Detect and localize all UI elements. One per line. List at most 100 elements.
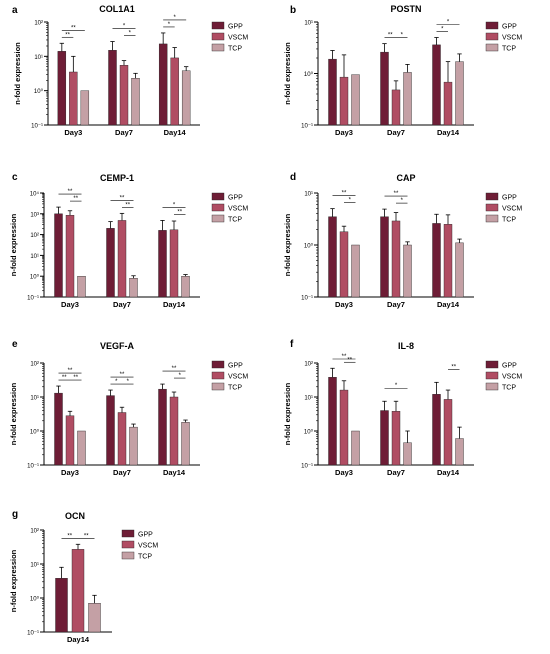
significance-label: ** <box>62 375 67 381</box>
y-axis-label: n-fold expression <box>283 213 292 276</box>
bar-vscm-day14 <box>443 81 453 126</box>
x-tick-label: Day14 <box>437 468 460 477</box>
bar-vscm-day7 <box>117 220 127 298</box>
y-tick-label: 10⁻¹ <box>27 296 39 302</box>
significance-label: ** <box>388 33 393 39</box>
significance-label: ** <box>84 533 89 539</box>
bar-vscm-day7 <box>119 65 129 126</box>
legend-label-gpp: GPP <box>502 24 517 31</box>
significance-label: ** <box>120 195 125 201</box>
y-tick-label: 10⁰ <box>30 596 40 603</box>
panel-letter: c <box>12 172 18 183</box>
x-tick-label: Day7 <box>115 128 133 137</box>
legend-swatch-tcp <box>121 551 135 560</box>
y-tick-label: 10¹ <box>30 396 39 402</box>
significance-label: ** <box>172 366 177 372</box>
legend-swatch-gpp <box>211 21 225 30</box>
panel-e: e VEGF-A n-fold expression 10⁻¹ 10⁰ 10¹ 10² Day… <box>9 339 248 477</box>
bar-gpp-day3 <box>54 392 63 466</box>
panel-title: OCN <box>65 511 85 521</box>
panel-title: IL-8 <box>398 341 414 351</box>
bar-gpp-day7 <box>106 395 115 466</box>
panel-g: g OCN n-fold expression 10⁻¹ 10⁰ 10¹ 10² Day14 *… <box>9 509 158 644</box>
y-tick-label: 10³ <box>30 212 39 218</box>
panel-letter: f <box>290 339 294 350</box>
significance-label: ** <box>68 368 73 374</box>
legend-label-tcp: TCP <box>502 217 516 224</box>
bar-gpp-day3 <box>57 51 67 126</box>
legend-swatch-gpp <box>121 529 135 538</box>
significance-label: ** <box>177 209 182 215</box>
panel-title: VEGF-A <box>100 341 135 351</box>
y-tick-label: 10² <box>30 233 39 239</box>
bar-tcp-day3 <box>77 276 86 298</box>
bar-tcp-day3 <box>351 74 360 126</box>
legend-label-vscm: VSCM <box>228 206 248 213</box>
bar-tcp-day14 <box>455 438 464 466</box>
panel-letter: b <box>290 5 296 16</box>
bar-tcp-day7 <box>131 78 140 126</box>
significance-label: * <box>447 20 450 26</box>
bar-gpp-day3 <box>54 213 63 298</box>
significance-label: * <box>401 198 404 204</box>
y-tick-label: 10⁻¹ <box>301 464 313 470</box>
legend-label-tcp: TCP <box>502 385 516 392</box>
bar-tcp-day7 <box>403 244 412 298</box>
x-tick-label: Day14 <box>437 300 460 309</box>
y-axis-label: n-fold expression <box>283 42 292 105</box>
bar-vscm-day14 <box>170 57 179 126</box>
bar-vscm-day14 <box>443 399 453 466</box>
significance-label: ** <box>71 25 76 31</box>
legend-label-tcp: TCP <box>228 217 242 224</box>
legend-swatch-gpp <box>485 21 499 30</box>
bar-vscm-day14 <box>71 549 85 633</box>
bar-gpp-day14 <box>158 388 167 466</box>
panel-title: COL1A1 <box>99 4 135 14</box>
bar-tcp-day7 <box>129 278 138 298</box>
panel-title: CAP <box>396 173 415 183</box>
legend-label-vscm: VSCM <box>502 35 522 42</box>
bar-gpp-day3 <box>328 377 337 466</box>
bar-tcp-day14 <box>181 422 190 466</box>
bar-vscm-day14 <box>169 396 179 466</box>
legend-swatch-tcp <box>485 214 499 223</box>
significance-label: ** <box>73 196 78 202</box>
significance-label: ** <box>65 32 70 38</box>
bar-gpp-day7 <box>380 410 389 466</box>
panel-b: b POSTN n-fold expression 10⁻¹ 10⁰ 10¹ Day3 Day… <box>283 4 522 137</box>
legend-swatch-tcp <box>485 382 499 391</box>
bar-gpp-day7 <box>380 51 389 126</box>
x-tick-label: Day7 <box>387 128 405 137</box>
bar-gpp-day14 <box>432 223 441 298</box>
panel-d: d CAP n-fold expression 10⁻¹ 10⁰ 10¹ Day3 Day7 D… <box>283 172 522 309</box>
significance-label: ** <box>347 357 352 363</box>
y-tick-label: 10⁰ <box>304 71 314 78</box>
significance-label: * <box>123 24 126 30</box>
y-tick-label: 10¹ <box>34 55 43 61</box>
significance-label: ** <box>73 375 78 381</box>
bar-tcp-day7 <box>129 426 138 466</box>
legend-swatch-vscm <box>211 371 225 380</box>
y-tick-label: 10⁰ <box>30 429 40 436</box>
significance-label: ** <box>67 533 72 539</box>
legend-label-tcp: TCP <box>138 554 152 561</box>
legend-label-vscm: VSCM <box>502 374 522 381</box>
y-tick-label: 10⁻¹ <box>27 464 39 470</box>
bar-tcp-day7 <box>403 72 412 126</box>
y-axis-label: n-fold expression <box>13 42 22 105</box>
legend-swatch-gpp <box>485 192 499 201</box>
panel-title: POSTN <box>390 4 421 14</box>
x-tick-label: Day3 <box>335 128 353 137</box>
panel-letter: g <box>12 509 18 520</box>
y-tick-label: 10² <box>30 362 39 368</box>
bar-gpp-day14 <box>55 578 68 633</box>
bar-vscm-day3 <box>339 231 349 298</box>
bar-tcp-day3 <box>80 90 90 126</box>
y-axis-label: n-fold expression <box>9 213 18 276</box>
y-tick-label: 10² <box>304 362 313 368</box>
legend-swatch-vscm <box>211 203 225 212</box>
x-tick-label: Day7 <box>387 300 405 309</box>
y-tick-label: 10¹ <box>304 192 313 198</box>
bar-tcp-day14 <box>181 70 191 126</box>
panel-title: CEMP-1 <box>100 173 134 183</box>
